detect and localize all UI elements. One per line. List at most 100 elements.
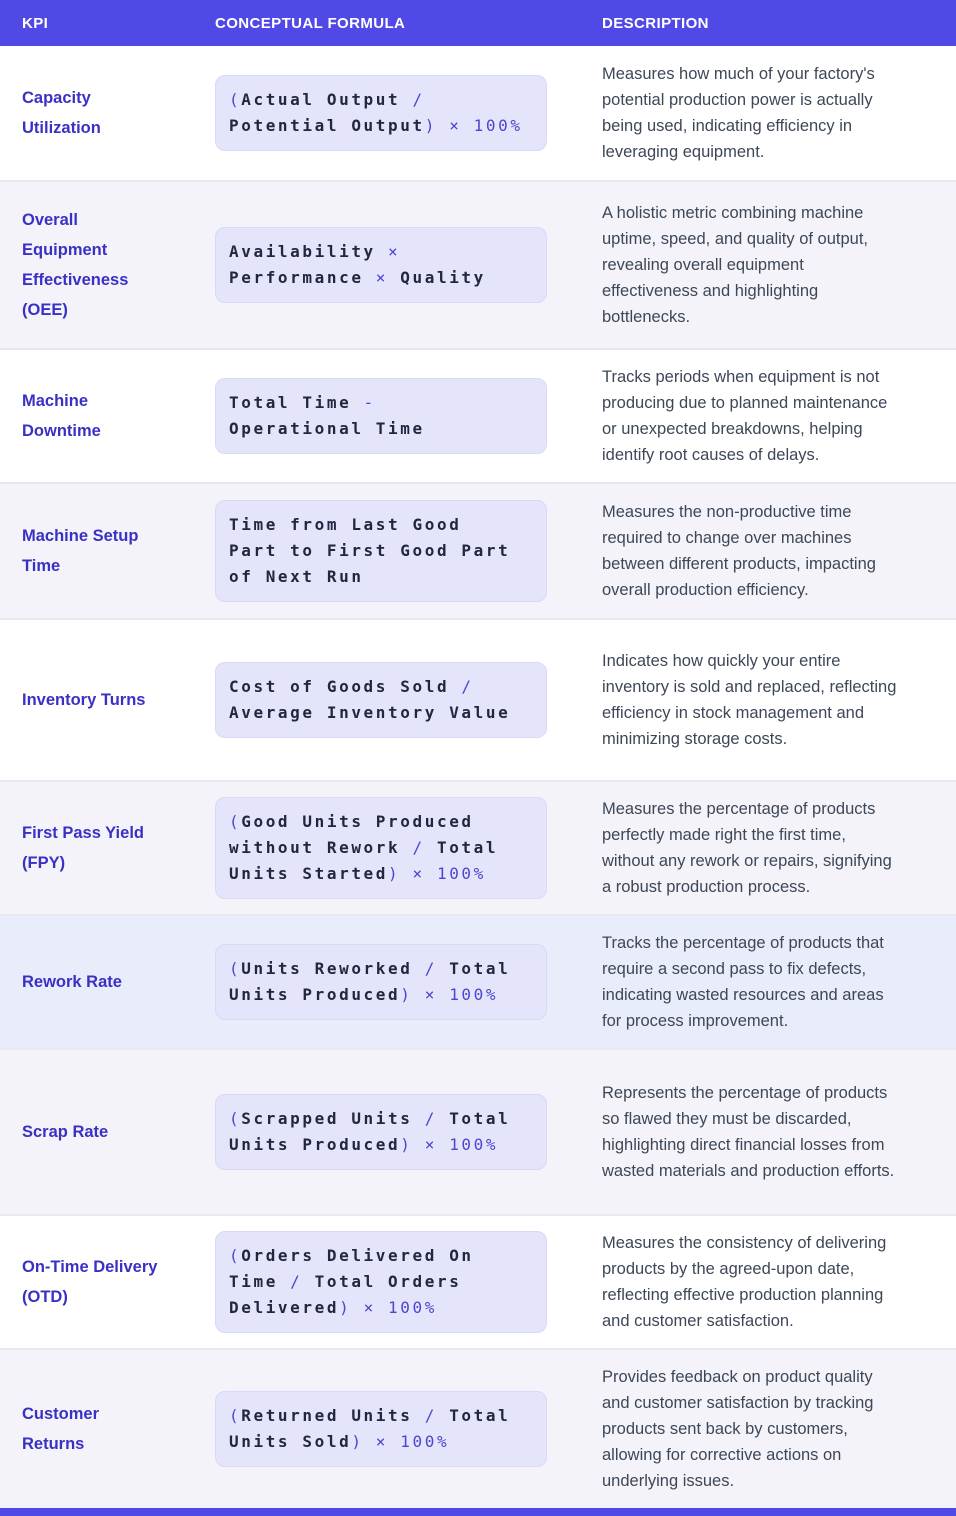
formula-operator: / xyxy=(277,1272,315,1291)
formula-box: Availability × Performance × Quality xyxy=(215,227,547,303)
kpi-name: Overall Equipment Effectiveness (OEE) xyxy=(22,211,129,319)
kpi-description: A holistic metric combining machine upti… xyxy=(602,204,869,326)
formula-cell: Total Time - Operational Time xyxy=(215,378,602,454)
table-row: Machine Setup Time Time from Last Good Par… xyxy=(0,482,956,618)
formula-operator: / xyxy=(400,838,437,857)
table-header: KPI CONCEPTUAL FORMULA DESCRIPTION xyxy=(0,0,956,46)
formula-term: Actual Output xyxy=(241,90,401,109)
formula-term: of Next Run xyxy=(229,567,364,586)
formula-box: (Orders Delivered On Time / Total Orders D… xyxy=(215,1231,547,1333)
formula-term: Units Sold xyxy=(229,1432,352,1451)
formula-operator: ) × 100% xyxy=(424,116,523,135)
kpi-name: Scrap Rate xyxy=(22,1123,109,1141)
kpi-description: Tracks periods when equipment is not pro… xyxy=(602,368,888,464)
formula-box: Total Time - Operational Time xyxy=(215,378,547,454)
description-cell: Tracks periods when equipment is not pro… xyxy=(602,350,956,482)
kpi-name: Rework Rate xyxy=(22,973,122,991)
table-row: Customer Returns (Returned Units / Total U… xyxy=(0,1348,956,1508)
kpi-name: Capacity Utilization xyxy=(22,89,101,137)
formula-cell: (Units Reworked / Total Units Produced) ×… xyxy=(215,944,602,1020)
description-cell: A holistic metric combining machine upti… xyxy=(602,186,956,344)
formula-term: Total Orders xyxy=(314,1272,462,1291)
formula-term: Availability xyxy=(229,242,376,261)
formula-cell: (Orders Delivered On Time / Total Orders D… xyxy=(215,1231,602,1333)
formula-operator: ( xyxy=(229,1246,242,1265)
table-row: Capacity Utilization (Actual Output / Pote… xyxy=(0,46,956,180)
formula-operator: / xyxy=(412,959,450,978)
description-cell: Tracks the percentage of products that r… xyxy=(602,916,956,1048)
formula-box: (Scrapped Units / Total Units Produced) ×… xyxy=(215,1094,547,1170)
kpi-name: On-Time Delivery (OTD) xyxy=(22,1258,158,1306)
kpi-name: First Pass Yield (FPY) xyxy=(22,824,144,872)
kpi-cell: Capacity Utilization xyxy=(0,83,215,143)
column-header-formula: CONCEPTUAL FORMULA xyxy=(215,14,406,32)
kpi-description: Provides feedback on product quality and… xyxy=(602,1368,874,1490)
kpi-cell: Scrap Rate xyxy=(0,1117,215,1147)
formula-term: Total xyxy=(436,838,499,857)
formula-term: Total Time xyxy=(229,393,352,412)
formula-term: Units Reworked xyxy=(241,959,413,978)
table-row: Overall Equipment Effectiveness (OEE) Ava… xyxy=(0,180,956,348)
formula-term: Delivered xyxy=(229,1298,340,1317)
kpi-cell: Machine Downtime xyxy=(0,386,215,446)
formula-term: Cost of Goods Sold xyxy=(229,677,450,696)
formula-cell: (Scrapped Units / Total Units Produced) ×… xyxy=(215,1094,602,1170)
formula-operator: / xyxy=(400,90,425,109)
description-cell: Measures the non-productive time require… xyxy=(602,485,956,617)
formula-operator: - xyxy=(351,393,376,412)
table-row: Rework Rate (Units Reworked / Total Units … xyxy=(0,914,956,1048)
formula-term: Orders Delivered On xyxy=(241,1246,474,1265)
kpi-name: Customer Returns xyxy=(22,1405,100,1453)
kpi-name: Machine Downtime xyxy=(22,392,101,440)
kpi-cell: First Pass Yield (FPY) xyxy=(0,818,215,878)
kpi-name: Machine Setup Time xyxy=(22,527,139,575)
formula-box: Cost of Goods Sold / Average Inventory Va… xyxy=(215,662,547,738)
formula-term: Total xyxy=(449,1406,511,1425)
kpi-cell: Machine Setup Time xyxy=(0,521,215,581)
formula-box: Time from Last Good Part to First Good Pa… xyxy=(215,500,547,602)
formula-operator: ( xyxy=(229,812,242,831)
formula-box: (Units Reworked / Total Units Produced) ×… xyxy=(215,944,547,1020)
formula-operator: ) × 100% xyxy=(351,1432,450,1451)
column-header-kpi: KPI xyxy=(22,14,49,32)
formula-cell: Cost of Goods Sold / Average Inventory Va… xyxy=(215,662,602,738)
formula-cell: Availability × Performance × Quality xyxy=(215,227,602,303)
formula-term: Total xyxy=(449,959,511,978)
formula-cell: (Actual Output / Potential Output) × 100% xyxy=(215,75,602,151)
formula-term: Total xyxy=(449,1109,511,1128)
formula-operator: ) × 100% xyxy=(388,864,486,883)
description-cell: Provides feedback on product quality and… xyxy=(602,1350,956,1508)
formula-term: Units Produced xyxy=(229,985,401,1004)
table-row: On-Time Delivery (OTD) (Orders Delivered … xyxy=(0,1214,956,1348)
kpi-description: Tracks the percentage of products that r… xyxy=(602,934,884,1030)
formula-term: Operational Time xyxy=(229,419,425,438)
formula-term: Scrapped Units xyxy=(241,1109,413,1128)
kpi-description: Indicates how quickly your entire invent… xyxy=(602,652,897,748)
formula-operator: / xyxy=(449,677,474,696)
formula-operator: / xyxy=(412,1109,450,1128)
table-row: Scrap Rate (Scrapped Units / Total Units P… xyxy=(0,1048,956,1214)
formula-operator: / xyxy=(412,1406,450,1425)
formula-term: Performance xyxy=(229,268,364,287)
formula-operator: × xyxy=(363,268,401,287)
column-header-description: DESCRIPTION xyxy=(602,14,709,32)
formula-term: Time from Last Good xyxy=(229,515,462,534)
formula-box: (Returned Units / Total Units Sold) × 100… xyxy=(215,1391,547,1467)
kpi-cell: Customer Returns xyxy=(0,1399,215,1459)
formula-term: Average Inventory Value xyxy=(229,703,511,722)
formula-operator: ) × 100% xyxy=(400,1135,499,1154)
kpi-description: Measures how much of your factory's pote… xyxy=(602,65,875,161)
kpi-table: Capacity Utilization (Actual Output / Pote… xyxy=(0,46,956,1508)
formula-cell: Time from Last Good Part to First Good Pa… xyxy=(215,500,602,602)
kpi-description: Represents the percentage of products so… xyxy=(602,1084,895,1180)
formula-operator: ( xyxy=(229,1406,242,1425)
formula-operator: × xyxy=(375,242,401,261)
description-cell: Indicates how quickly your entire invent… xyxy=(602,634,956,766)
kpi-description: Measures the consistency of delivering p… xyxy=(602,1234,887,1330)
formula-operator: ) × 100% xyxy=(339,1298,437,1317)
formula-term: Good Units Produced xyxy=(241,812,474,831)
kpi-cell: Overall Equipment Effectiveness (OEE) xyxy=(0,205,215,325)
description-cell: Represents the percentage of products so… xyxy=(602,1066,956,1198)
kpi-cell: On-Time Delivery (OTD) xyxy=(0,1252,215,1312)
table-row: Machine Downtime Total Time - Operational … xyxy=(0,348,956,482)
